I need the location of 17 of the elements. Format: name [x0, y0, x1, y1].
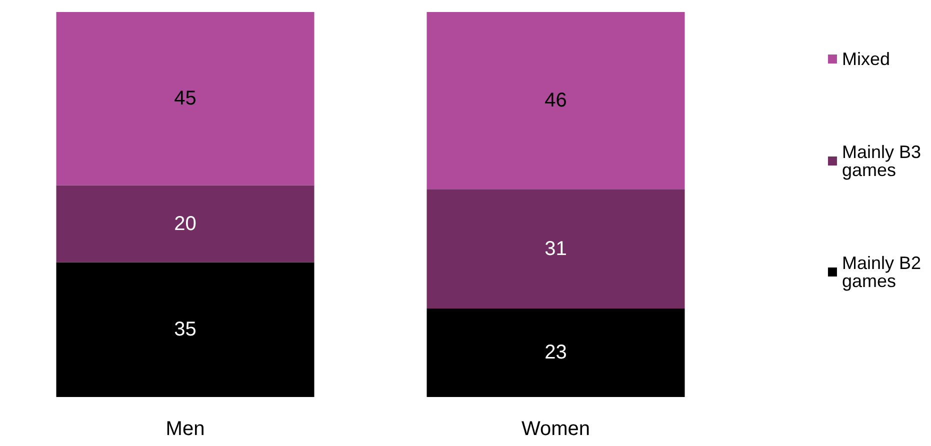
legend-label: Mainly B3 games	[842, 142, 926, 180]
bar	[426, 189, 685, 308]
bar	[426, 12, 685, 190]
data-label: 20	[174, 212, 196, 235]
data-label: 23	[544, 342, 567, 364]
x-tick-label: Women	[521, 418, 590, 440]
bar	[56, 12, 314, 186]
data-label: 31	[544, 238, 567, 260]
x-tick-label: Men	[166, 418, 205, 440]
data-label: 46	[544, 90, 567, 112]
data-label: 45	[174, 88, 196, 110]
bar	[426, 308, 685, 397]
legend-label: Mainly B2 games	[842, 253, 926, 291]
bar	[56, 262, 314, 397]
bar	[56, 185, 314, 262]
legend-label: Mixed	[842, 49, 890, 69]
data-label: 35	[174, 318, 196, 341]
